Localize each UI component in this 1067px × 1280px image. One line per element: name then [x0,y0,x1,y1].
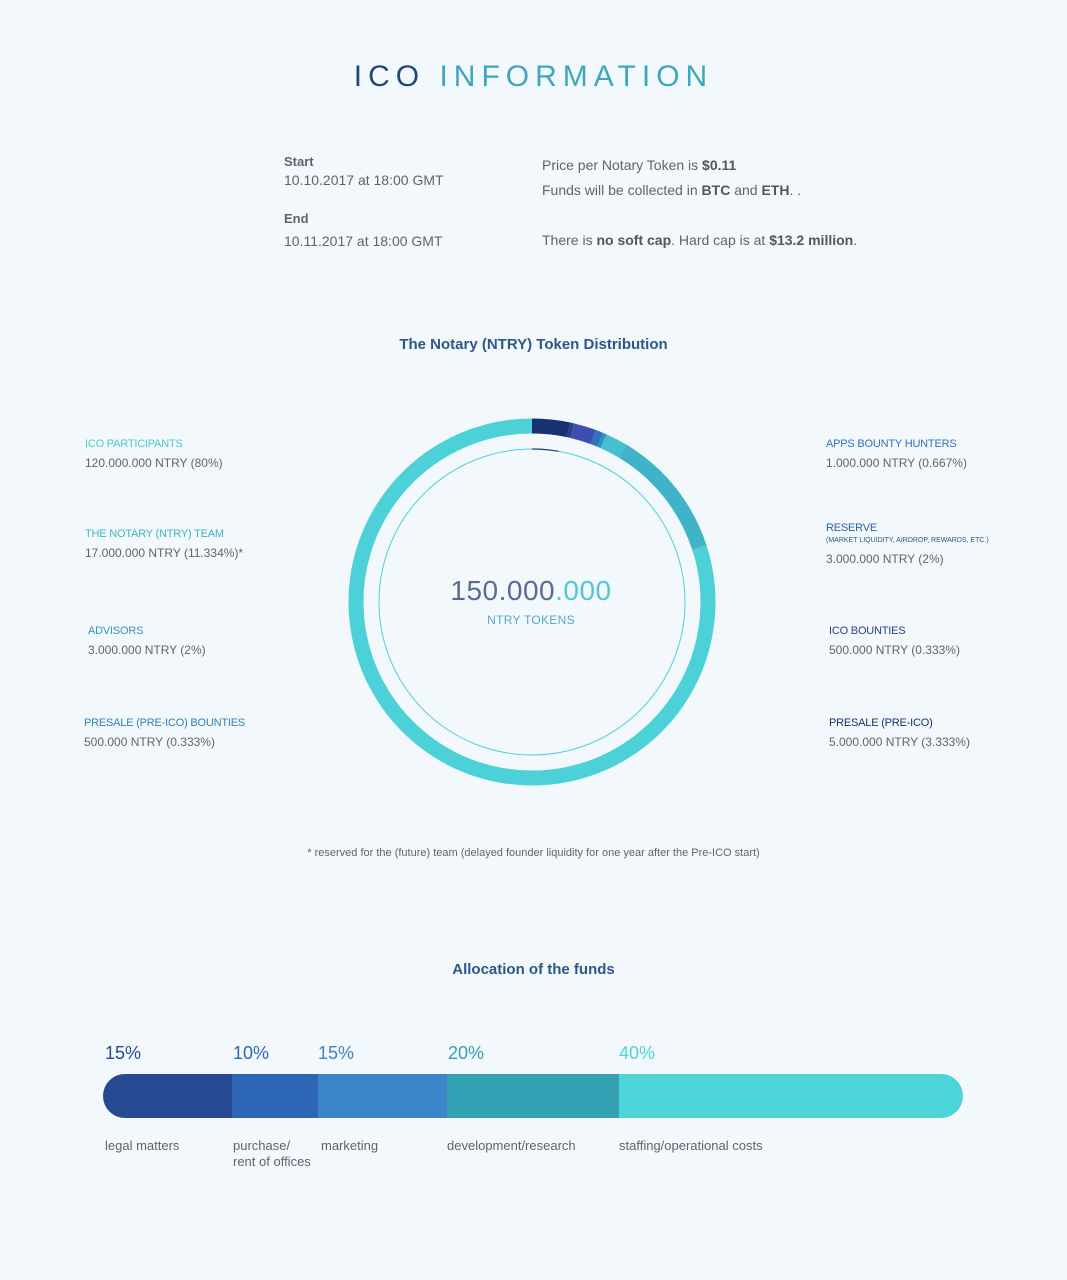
legend-name: PRESALE (PRE-ICO) BOUNTIES [84,717,246,729]
end-value: 10.11.2017 at 18:00 GMT [284,233,443,249]
allocation-label-legal: legal matters [105,1138,179,1154]
allocation-percent-offices: 10% [233,1043,270,1063]
label-line: staffing/operational costs [619,1138,763,1153]
legend-value: 3.000.000 NTRY (2%) [826,552,944,566]
allocation-segment-3 [318,1074,447,1118]
funds-and: and [730,182,762,198]
funds-suffix: . . [789,182,802,198]
title-part-2: INFORMATION [439,60,714,93]
price-prefix: Price per Notary Token is [542,157,703,173]
footnote: * reserved for the (future) team (delaye… [307,847,760,859]
legend-value: 500.000 NTRY (0.333%) [829,643,960,657]
soft-cap: no soft cap [596,232,672,248]
label-line: development/research [447,1138,576,1153]
legend-ico-bounties: ICO BOUNTIES 500.000 NTRY (0.333%) [829,625,960,657]
legend-name: APPS BOUNTY HUNTERS [826,438,957,450]
label-line: legal matters [105,1138,180,1153]
currency-eth: ETH [761,182,790,198]
allocation-label-development: development/research [447,1138,576,1154]
allocation-percent-staffing: 40% [619,1043,656,1063]
legend-value: 17.000.000 NTRY (11.334%)* [85,546,244,560]
legend-reserve: RESERVE (MARKET LIQUIDITY, AIRDROP, REWA… [826,522,989,566]
donut-segment-advisors [600,434,628,458]
donut-segment-presale-pre-ico-bounties [597,432,607,449]
hard-cap: $13.2 million [769,232,854,248]
legend-name: RESERVE [826,522,877,534]
allocation-percent-legal: 15% [105,1043,142,1063]
total-tokens: 150.000.000 [381,575,681,607]
legend-value: 500.000 NTRY (0.333%) [84,735,215,749]
total-main: 150.000 [450,575,556,606]
total-tail: .000 [555,575,612,606]
distribution-title: The Notary (NTRY) Token Distribution [399,336,668,353]
donut-segment-the-notary-ntry-team [619,445,707,551]
legend-presale: PRESALE (PRE-ICO) 5.000.000 NTRY (3.333%… [829,717,970,749]
legend-name: ICO PARTICIPANTS [85,438,183,450]
legend-presale-bounties: PRESALE (PRE-ICO) BOUNTIES 500.000 NTRY … [84,717,245,749]
end-label: End [284,211,309,226]
cap-suffix: . [853,232,858,248]
legend-value: 1.000.000 NTRY (0.667%) [826,456,967,470]
price-info: Price per Notary Token is $0.11 [542,157,736,173]
inner-ring-accent [531,448,559,452]
legend-value: 3.000.000 NTRY (2%) [88,643,206,657]
legend-apps-bounty: APPS BOUNTY HUNTERS 1.000.000 NTRY (0.66… [826,438,967,470]
legend-name: ICO BOUNTIES [829,625,906,637]
legend-value: 120.000.000 NTRY (80%) [85,456,223,470]
title-part-1: ICO [353,60,426,93]
donut-segment-apps-bounty-hunters [590,430,604,447]
allocation-label-staffing: staffing/operational costs [619,1138,763,1154]
legend-name: PRESALE (PRE-ICO) [829,717,933,729]
label-line: marketing [321,1138,379,1153]
legend-name: ADVISORS [88,625,144,637]
allocation-percent-development: 20% [448,1043,485,1063]
cap-prefix: There is [542,232,597,248]
allocation-segment-5 [619,1074,963,1118]
legend-team: THE NOTARY (NTRY) TEAM 17.000.000 NTRY (… [85,528,243,560]
allocation-segment-1 [103,1074,232,1118]
donut-segment-ico-participants [348,418,716,786]
donut-segment-ico-bounties [567,422,574,438]
currency-btc: BTC [701,182,731,198]
allocation-title: Allocation of the funds [452,961,615,978]
legend-ico-participants: ICO PARTICIPANTS 120.000.000 NTRY (80%) [85,438,223,470]
allocation-percent-marketing: 15% [318,1043,355,1063]
allocation-bar [103,1074,963,1118]
funds-info: Funds will be collected in BTC and ETH. … [542,182,801,198]
allocation-segment-4 [447,1074,619,1118]
cap-info: There is no soft cap. Hard cap is at $13… [542,232,857,248]
cap-mid: . Hard cap is at [671,232,770,248]
donut-segment-presale-pre-ico [531,418,571,438]
page-title: ICO INFORMATION [0,60,1067,94]
allocation-label-offices: purchase/ rent of offices [233,1138,311,1170]
legend-value: 5.000.000 NTRY (3.333%) [829,735,970,749]
token-price: $0.11 [702,157,737,173]
legend-subtext: (MARKET LIQUIDITY, AIRDROP, REWARDS, ETC… [826,537,989,544]
start-value: 10.10.2017 at 18:00 GMT [284,172,444,188]
total-unit: NTRY TOKENS [487,613,575,627]
distribution-donut [348,418,716,786]
label-line: purchase/ [233,1138,291,1153]
label-line: rent of offices [233,1154,311,1169]
donut-segment-reserve [570,423,596,445]
allocation-segment-2 [232,1074,318,1118]
allocation-label-marketing: marketing [321,1138,378,1154]
legend-advisors: ADVISORS 3.000.000 NTRY (2%) [88,625,206,657]
legend-name: THE NOTARY (NTRY) TEAM [85,528,224,540]
funds-prefix: Funds will be collected in [542,182,702,198]
start-label: Start [284,154,314,169]
